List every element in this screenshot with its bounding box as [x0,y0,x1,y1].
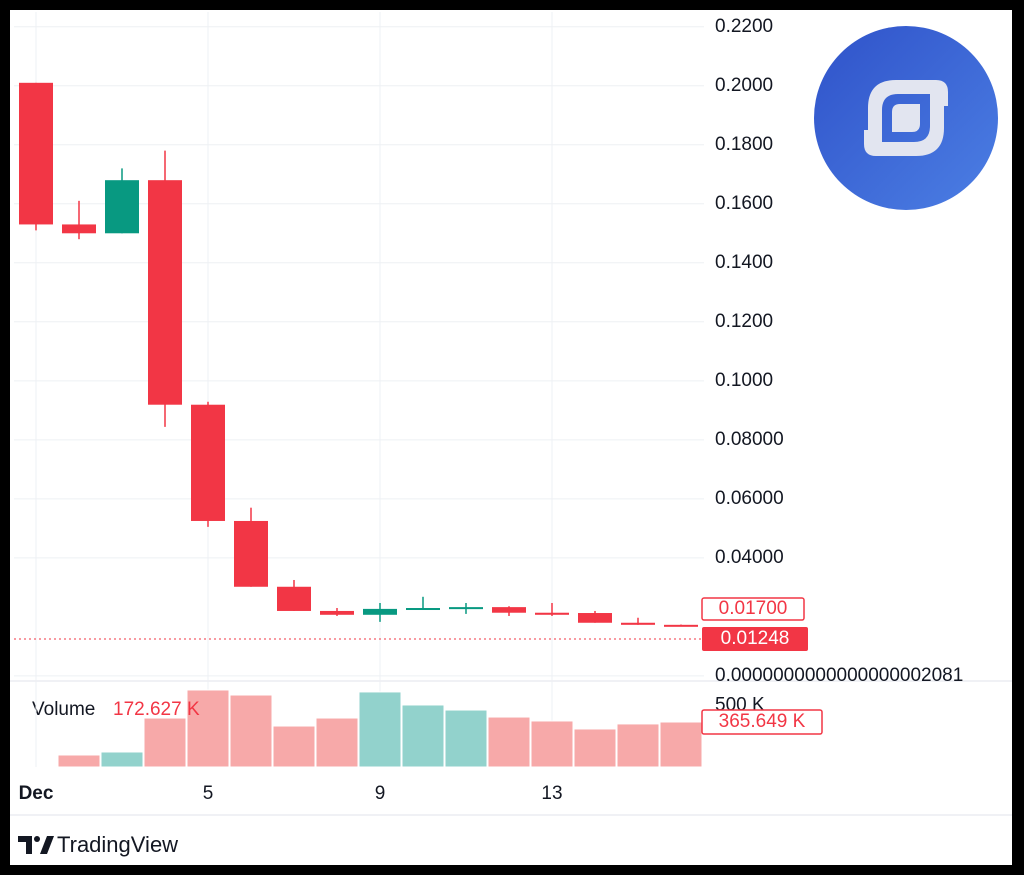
volume-bar [444,709,488,768]
candle-body [234,520,268,587]
candle-body [19,82,53,225]
candle-body [406,608,440,611]
volume-bar [487,716,531,768]
volume-bar [143,717,187,768]
close-price-label: 0.01700 [719,598,788,619]
brand-name: TradingView [57,832,178,857]
y-tick-label: 0.0000000000000000002081 [715,665,963,686]
y-tick-label: 0.1600 [715,193,773,214]
candle-body [492,607,526,613]
candle-body [105,180,139,234]
volume-bar [616,723,660,768]
volume-title: Volume [32,699,95,720]
volume-bar [57,754,101,768]
volume-last-label: 365.649 K [719,711,806,732]
candle-body [191,404,225,521]
y-tick-label: 0.1800 [715,134,773,155]
volume-bar [530,720,574,768]
candle-body [578,613,612,623]
x-tick-label: 5 [203,783,214,804]
close-price-box [701,597,805,621]
y-tick-label: 0.04000 [715,547,784,568]
candle-body [148,180,182,405]
candle-body [320,610,354,615]
y-tick-label: 0.08000 [715,429,784,450]
y-tick-label: 0.2200 [715,16,773,37]
y-tick-label: 0.1200 [715,311,773,332]
candle-body [363,608,397,615]
volume-legend-value: 172.627 K [113,699,200,720]
volume-bar [229,694,273,768]
x-tick-label: 13 [541,783,562,804]
candle-body [664,624,698,627]
volume-bar [573,728,617,768]
x-tick-label: Dec [19,783,54,804]
volume-bar [358,691,402,768]
candle-body [535,612,569,615]
last-price-label: 0.01248 [721,628,790,649]
x-tick-label: 9 [375,783,386,804]
volume-bar [659,721,703,768]
last-price-box [702,627,808,652]
logo [814,26,998,210]
y-tick-label: 0.06000 [715,488,784,509]
volume-bar [100,751,144,768]
candle-body [277,586,311,611]
volume-bar [401,704,445,768]
y-tick-label: 0.1000 [715,370,773,391]
volume-bar [315,717,359,768]
y-tick-label: 0.2000 [715,75,773,96]
volume-last-box [701,709,823,735]
y-tick-label: 0.1400 [715,252,773,273]
volume-bar [272,725,316,768]
candle-body [62,224,96,234]
candle-body [449,607,483,610]
brand-logo [18,836,54,854]
candle-body [621,622,655,625]
volume-bar [186,689,230,768]
